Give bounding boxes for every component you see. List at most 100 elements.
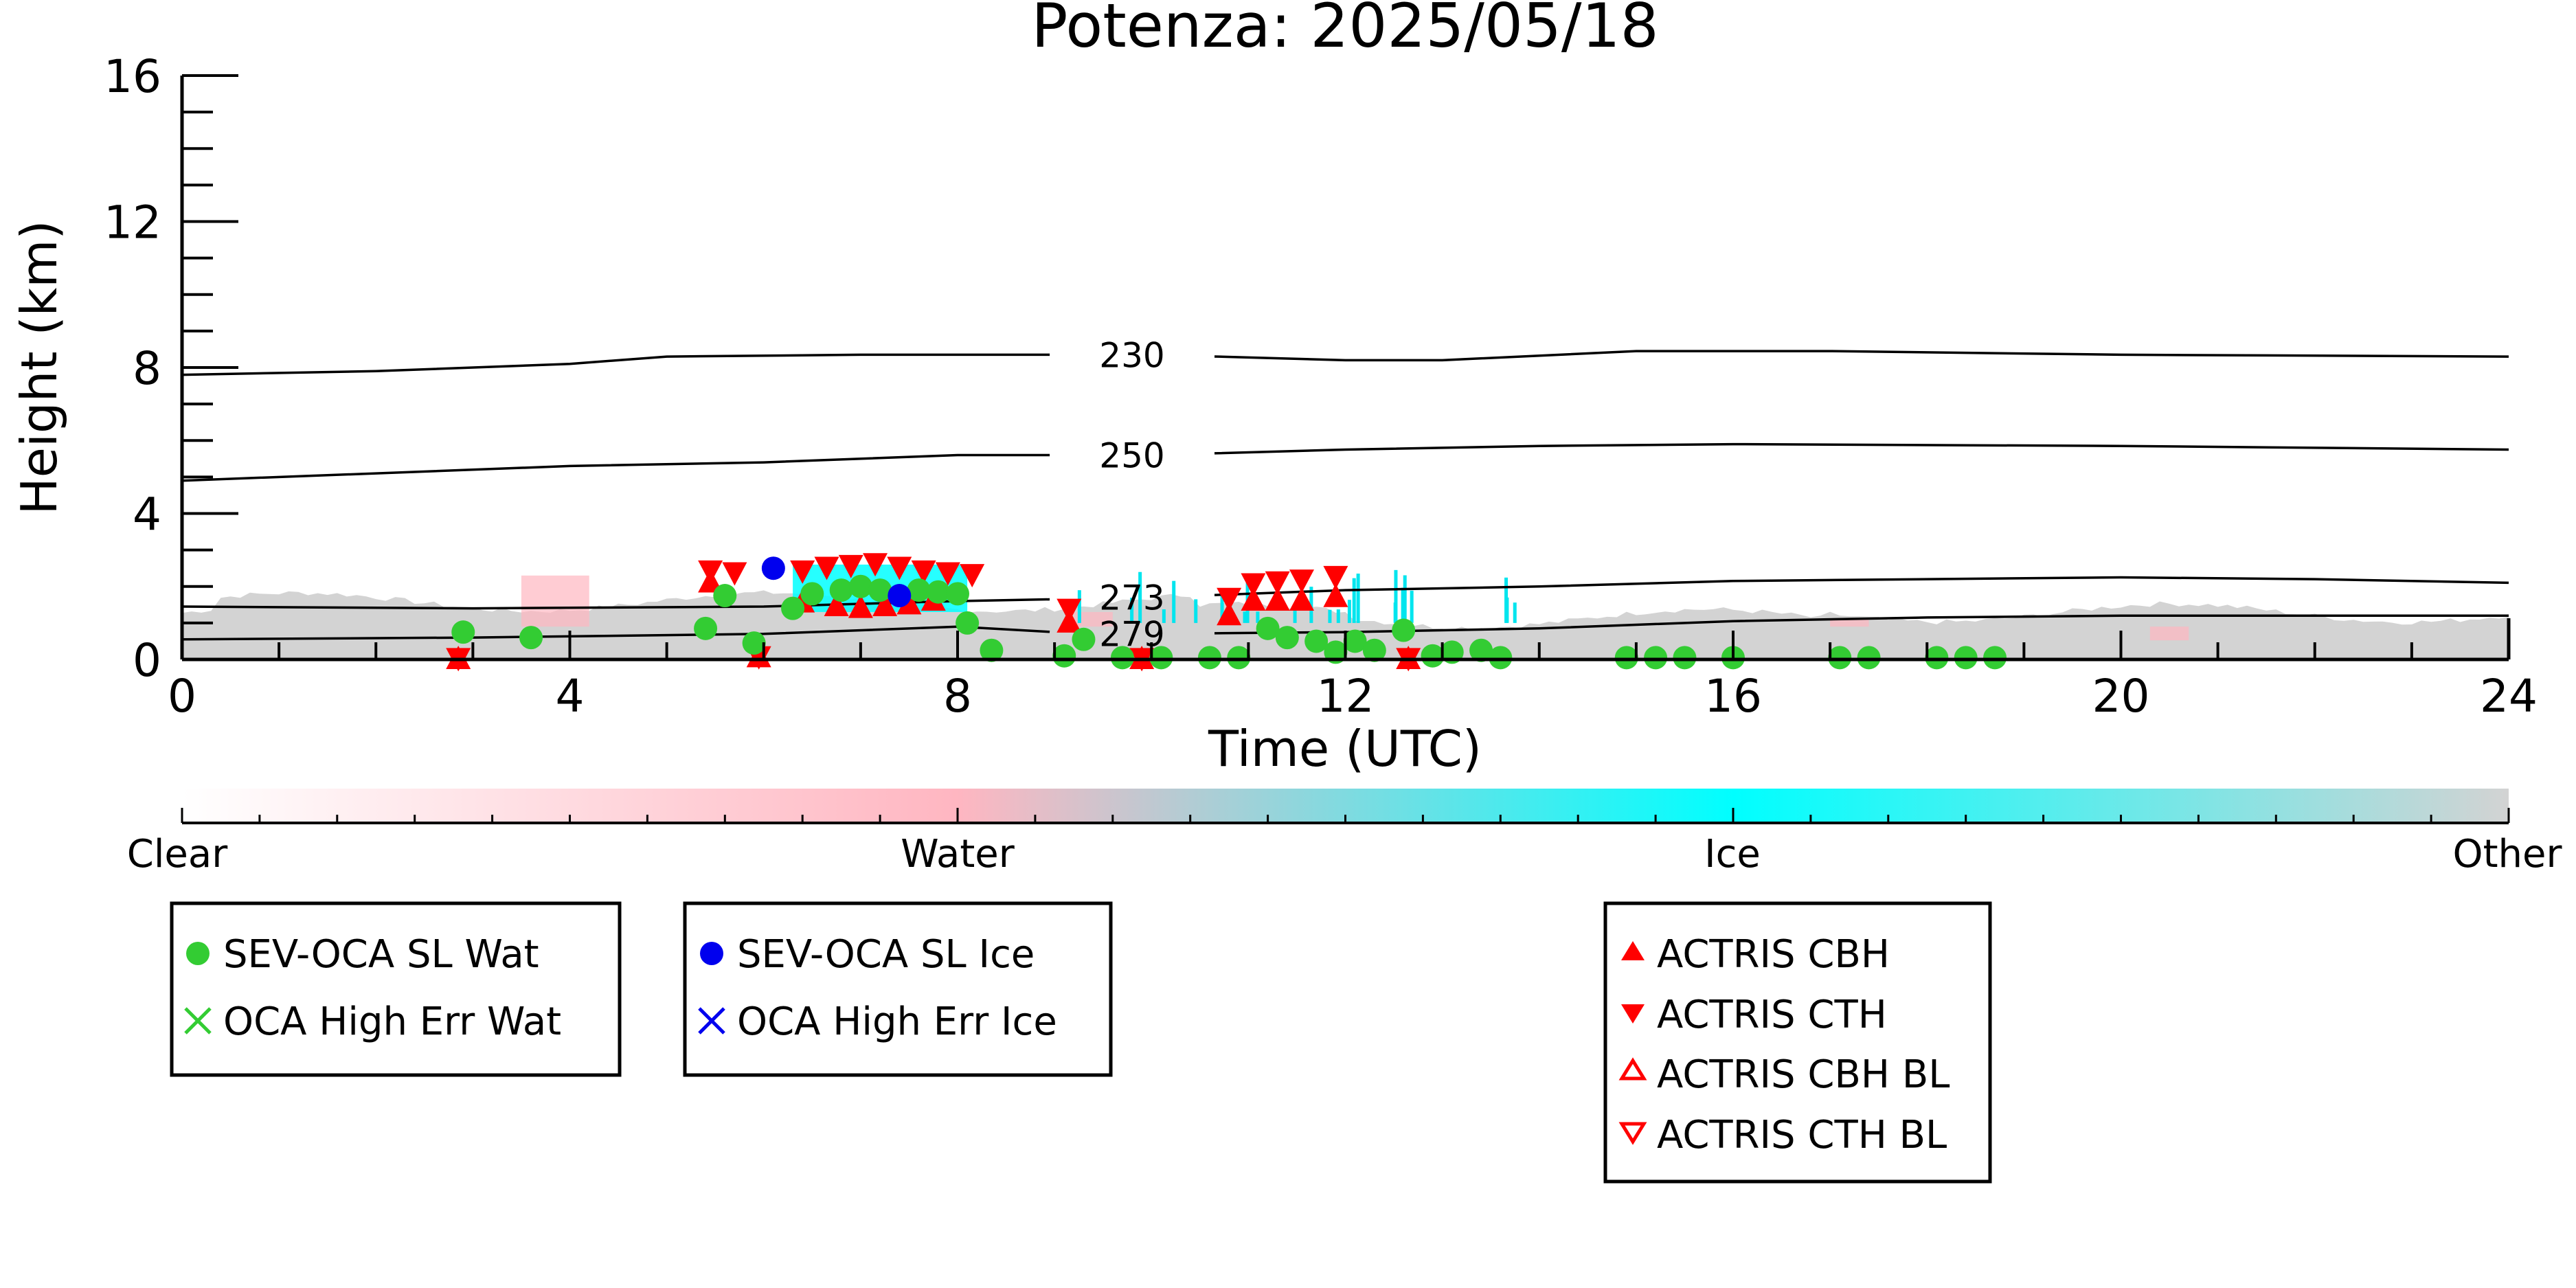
marker-sev-oca-sl-wat xyxy=(1149,646,1173,670)
marker-sev-oca-sl-wat xyxy=(829,578,853,602)
marker-sev-oca-sl-wat xyxy=(1197,646,1221,670)
contour-line-250 xyxy=(181,453,1050,482)
ice-class-streak xyxy=(1243,611,1247,623)
x-tick-label: 20 xyxy=(2092,670,2150,723)
marker-sev-oca-sl-wat xyxy=(868,578,892,602)
ice-class-streak xyxy=(1403,575,1407,623)
legend-marker-actris-cbh-bl xyxy=(1618,1057,1647,1081)
contour-line-279 xyxy=(1214,614,2509,635)
contour-line-273 xyxy=(1214,576,2509,596)
legend-marker-sev-oca-sl-wat xyxy=(186,942,210,965)
marker-actris-cth xyxy=(911,560,936,584)
marker-sev-oca-sl-wat xyxy=(781,596,805,620)
marker-sev-oca-sl-wat xyxy=(1072,627,1096,651)
marker-actris-cth xyxy=(814,556,839,580)
x-tick-label: 0 xyxy=(168,670,196,723)
marker-actris-cth xyxy=(790,560,815,584)
legend-label-sev-oca-sl-ice: SEV-OCA SL Ice xyxy=(737,932,1035,977)
legend-water: SEV-OCA SL Wat OCA High Err Wat xyxy=(170,901,622,1077)
colorbar-ticks xyxy=(181,808,2510,823)
legend-marker-actris-cbh xyxy=(1621,941,1645,960)
marker-actris-cbh xyxy=(1289,587,1314,611)
y-tick-label: 16 xyxy=(104,50,161,103)
legend-label-sev-oca-sl-wat: SEV-OCA SL Wat xyxy=(223,932,539,977)
ice-class-streak xyxy=(1336,609,1340,623)
marker-sev-oca-sl-wat xyxy=(1857,646,1881,670)
water-class-patch xyxy=(2149,626,2189,641)
contour-label-273: 273 xyxy=(1099,578,1164,618)
ice-class-streak xyxy=(1309,587,1313,623)
marker-actris-cth xyxy=(1289,569,1314,594)
marker-sev-oca-sl-ice xyxy=(888,584,912,608)
legend-marker-oca-high-err-wat xyxy=(184,1007,212,1035)
ice-class-streak xyxy=(1513,602,1517,623)
legend-label-actris-cth: ACTRIS CTH xyxy=(1657,993,1887,1037)
legend-marker-actris-cth-bl xyxy=(1618,1122,1647,1145)
legend-marker-oca-high-err-ice xyxy=(698,1007,725,1035)
contour-label-250: 250 xyxy=(1099,436,1164,476)
marker-sev-oca-sl-wat xyxy=(1673,646,1697,670)
legend-label-actris-cbh-bl: ACTRIS CBH BL xyxy=(1657,1052,1950,1097)
colorbar-label-ice: Ice xyxy=(1704,832,1761,877)
marker-sev-oca-sl-wat xyxy=(1362,638,1386,662)
marker-sev-oca-sl-wat xyxy=(907,578,931,602)
ice-class-streak xyxy=(1293,605,1297,623)
ice-class-streak xyxy=(1162,609,1166,623)
marker-sev-oca-sl-wat xyxy=(946,582,969,606)
marker-sev-oca-sl-wat xyxy=(1227,646,1251,670)
marker-sev-oca-sl-wat xyxy=(694,616,718,640)
ice-class-streak xyxy=(1130,598,1134,623)
marker-actris-cth xyxy=(698,560,723,584)
marker-sev-oca-sl-wat xyxy=(1983,646,2007,670)
marker-actris-cth xyxy=(887,556,912,580)
marker-sev-oca-sl-wat xyxy=(713,584,737,608)
ice-class-streak xyxy=(1401,587,1405,623)
contour-line-230 xyxy=(181,353,1050,376)
marker-actris-cth xyxy=(1241,573,1266,597)
colorbar-label-other: Other xyxy=(2452,832,2562,877)
marker-sev-oca-sl-wat xyxy=(1469,638,1493,662)
legend-marker-actris-cth xyxy=(1621,1004,1645,1024)
ice-class-streak xyxy=(1347,600,1351,623)
ice-class-streak xyxy=(1328,609,1332,623)
marker-sev-oca-sl-wat xyxy=(1275,626,1299,650)
marker-sev-oca-sl-wat xyxy=(926,580,950,604)
marker-sev-oca-sl-wat xyxy=(1052,644,1076,668)
ice-class-streak xyxy=(1256,611,1260,623)
ice-class-streak xyxy=(1410,590,1414,623)
marker-actris-cbh xyxy=(1265,587,1290,611)
y-tick-label: 8 xyxy=(133,342,161,395)
contour-line-250 xyxy=(1214,442,2509,455)
marker-sev-oca-sl-ice xyxy=(761,556,785,580)
x-axis-ticks: 0 4 8 12 16 20 24 xyxy=(168,631,2538,723)
marker-sev-oca-sl-wat xyxy=(848,574,872,598)
ice-class-streak xyxy=(1356,574,1360,623)
marker-sev-oca-sl-wat xyxy=(980,638,1004,662)
water-class-patch xyxy=(1074,611,1113,627)
legend-label-oca-high-err-ice: OCA High Err Ice xyxy=(737,999,1057,1044)
marker-sev-oca-sl-wat xyxy=(1392,618,1416,642)
marker-actris-cbh xyxy=(896,591,922,615)
ice-class-streak xyxy=(1394,569,1398,623)
marker-sev-oca-sl-wat xyxy=(1925,646,1949,670)
marker-actris-cbh xyxy=(872,592,898,616)
x-axis-label: Time (UTC) xyxy=(1208,720,1482,778)
marker-actris-cbh xyxy=(824,592,849,616)
contour-line-279 xyxy=(181,625,1050,641)
legend-label-oca-high-err-wat: OCA High Err Wat xyxy=(223,999,561,1044)
marker-sev-oca-sl-wat xyxy=(800,582,824,606)
marker-sev-oca-sl-wat xyxy=(1256,616,1280,640)
marker-sev-oca-sl-wat xyxy=(519,626,543,650)
x-tick-label: 24 xyxy=(2480,670,2538,723)
x-tick-label: 16 xyxy=(1704,670,1762,723)
legend-actris: ACTRIS CBH ACTRIS CTH ACTRIS CBH BL ACTR… xyxy=(1603,901,1992,1184)
marker-actris-cth xyxy=(960,564,985,588)
marker-actris-cbh xyxy=(848,594,873,618)
colorbar-label-water: Water xyxy=(901,832,1015,877)
ice-class-streak xyxy=(1172,580,1176,623)
x-tick-label: 8 xyxy=(943,670,972,723)
ice-class-streak xyxy=(1138,572,1142,623)
marker-actris-cth xyxy=(722,562,747,586)
marker-actris-cth xyxy=(838,554,863,578)
legend-label-actris-cbh: ACTRIS CBH xyxy=(1657,932,1890,977)
